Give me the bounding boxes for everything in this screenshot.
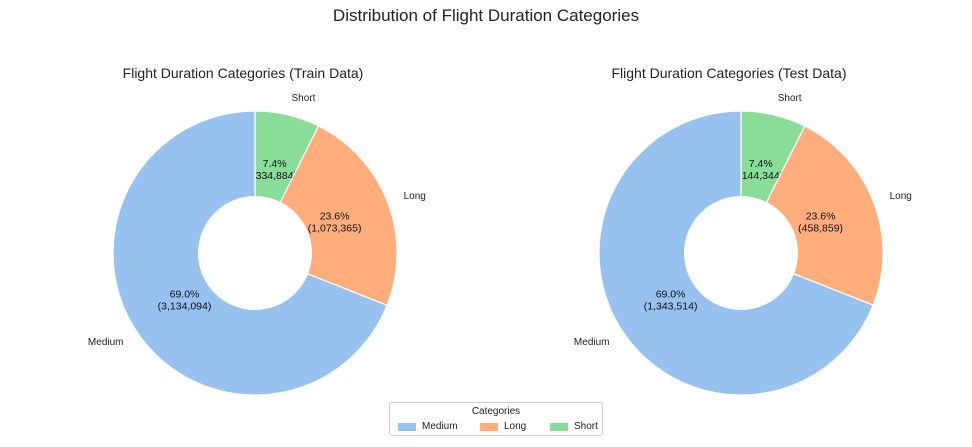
figure-title: Distribution of Flight Duration Categori… — [332, 6, 640, 25]
percent-label-medium: 69.0% — [170, 289, 200, 301]
count-label-short: (144,344) — [738, 170, 783, 182]
legend-item-short: Short — [550, 421, 598, 432]
legend: Categories Medium Long Short — [389, 402, 603, 436]
train-donut-chart: Flight Duration Categories (Train Data) … — [0, 56, 486, 408]
test-chart-title: Flight Duration Categories (Test Data) — [611, 65, 847, 81]
category-label-short: Short — [292, 93, 316, 104]
percent-label-long: 23.6% — [806, 210, 836, 222]
category-label-medium: Medium — [88, 337, 124, 348]
donut-hole — [684, 196, 798, 310]
percent-label-short: 7.4% — [749, 158, 773, 170]
train-donut-svg: Short 7.4%(334,884) Long 23.6%(1,073,365) Me… — [88, 93, 426, 396]
percent-label-short: 7.4% — [263, 158, 287, 170]
percent-label-medium: 69.0% — [656, 289, 686, 301]
legend-title: Categories — [471, 406, 521, 417]
legend-item-medium: Medium — [398, 421, 458, 432]
category-label-long: Long — [890, 191, 912, 202]
count-label-long: (1,073,365) — [308, 222, 362, 234]
train-chart-title: Flight Duration Categories (Train Data) — [122, 65, 364, 81]
donut-hole — [198, 196, 312, 310]
category-label-short: Short — [778, 93, 802, 104]
test-donut-chart: Flight Duration Categories (Test Data) S… — [486, 56, 972, 408]
legend-swatch-long — [480, 422, 498, 431]
legend-label-medium: Medium — [422, 421, 458, 432]
category-label-long: Long — [404, 191, 426, 202]
count-label-medium: (3,134,094) — [158, 301, 212, 313]
test-donut-svg: Short 7.4%(144,344) Long 23.6%(458,859) Medi… — [574, 93, 912, 396]
count-label-short: (334,884) — [252, 170, 297, 182]
legend-swatch-short — [550, 422, 568, 431]
legend-label-long: Long — [504, 421, 527, 432]
category-label-medium: Medium — [574, 337, 610, 348]
legend-item-long: Long — [480, 421, 526, 432]
percent-label-long: 23.6% — [320, 210, 350, 222]
legend-label-short: Short — [574, 421, 598, 432]
legend-swatch-medium — [398, 422, 416, 431]
count-label-long: (458,859) — [798, 222, 843, 234]
count-label-medium: (1,343,514) — [644, 301, 698, 313]
